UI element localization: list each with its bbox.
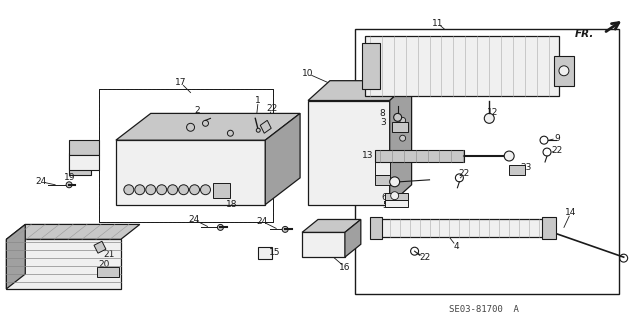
Polygon shape — [69, 153, 91, 168]
Polygon shape — [265, 114, 300, 204]
Circle shape — [200, 185, 211, 195]
Circle shape — [484, 114, 494, 123]
Bar — [99, 89, 273, 222]
Polygon shape — [375, 175, 390, 185]
Text: FR.: FR. — [575, 29, 594, 39]
Text: 4: 4 — [454, 242, 460, 251]
Circle shape — [146, 185, 156, 195]
Text: 14: 14 — [565, 208, 577, 217]
Circle shape — [390, 177, 399, 187]
Polygon shape — [362, 43, 380, 89]
Polygon shape — [116, 114, 300, 140]
Polygon shape — [509, 165, 525, 175]
Text: 10: 10 — [302, 69, 314, 78]
Polygon shape — [554, 56, 574, 85]
Text: 5: 5 — [382, 201, 388, 210]
Text: 17: 17 — [175, 78, 186, 87]
Text: 24: 24 — [188, 215, 199, 224]
Circle shape — [189, 185, 200, 195]
Bar — [312, 126, 386, 132]
Circle shape — [559, 66, 569, 76]
Polygon shape — [69, 155, 99, 170]
Polygon shape — [259, 247, 272, 259]
Text: 22: 22 — [459, 169, 470, 178]
Polygon shape — [97, 267, 119, 277]
Text: 9: 9 — [554, 134, 560, 143]
Polygon shape — [6, 239, 121, 289]
Text: 15: 15 — [269, 248, 281, 257]
Text: 2: 2 — [195, 106, 200, 115]
Text: 1: 1 — [255, 96, 261, 105]
Polygon shape — [390, 81, 412, 204]
Text: 6: 6 — [382, 193, 388, 202]
Text: 19: 19 — [65, 173, 76, 182]
Text: 24: 24 — [36, 177, 47, 186]
Text: 23: 23 — [520, 163, 532, 173]
Circle shape — [124, 185, 134, 195]
Polygon shape — [214, 183, 230, 198]
Circle shape — [187, 123, 195, 131]
Circle shape — [282, 226, 288, 232]
Circle shape — [399, 117, 406, 123]
Polygon shape — [375, 219, 544, 237]
Polygon shape — [375, 150, 465, 162]
Polygon shape — [69, 168, 91, 175]
Text: 11: 11 — [432, 19, 444, 28]
Text: 16: 16 — [339, 263, 351, 271]
Circle shape — [168, 185, 178, 195]
Circle shape — [135, 185, 145, 195]
Polygon shape — [542, 218, 556, 239]
Polygon shape — [260, 120, 271, 133]
Text: 18: 18 — [226, 200, 237, 209]
Bar — [312, 134, 386, 140]
Polygon shape — [385, 200, 408, 207]
Polygon shape — [308, 100, 390, 204]
Text: 20: 20 — [99, 260, 109, 269]
Text: 7: 7 — [384, 174, 390, 183]
Circle shape — [227, 130, 234, 136]
Text: 13: 13 — [362, 151, 374, 160]
Circle shape — [179, 185, 189, 195]
Polygon shape — [308, 81, 412, 100]
Bar — [312, 142, 386, 148]
Circle shape — [66, 182, 72, 188]
Bar — [312, 110, 386, 116]
Text: 12: 12 — [486, 108, 498, 117]
Text: 8: 8 — [380, 109, 386, 118]
Circle shape — [157, 185, 166, 195]
Polygon shape — [375, 155, 390, 175]
Bar — [312, 118, 386, 124]
Circle shape — [218, 225, 223, 230]
Text: 22: 22 — [267, 104, 278, 113]
Polygon shape — [94, 241, 106, 253]
Polygon shape — [370, 218, 381, 239]
Polygon shape — [6, 225, 26, 289]
Polygon shape — [116, 140, 265, 204]
Circle shape — [504, 151, 514, 161]
Polygon shape — [302, 232, 345, 257]
Polygon shape — [385, 193, 408, 200]
Polygon shape — [345, 219, 361, 257]
Polygon shape — [302, 219, 361, 232]
Circle shape — [399, 135, 406, 141]
Polygon shape — [392, 122, 408, 132]
Circle shape — [256, 128, 260, 132]
Text: 24: 24 — [257, 217, 268, 226]
Text: 3: 3 — [380, 118, 386, 127]
Circle shape — [390, 192, 399, 200]
Polygon shape — [69, 140, 99, 155]
Polygon shape — [365, 36, 559, 96]
Circle shape — [394, 114, 402, 121]
Text: 21: 21 — [103, 250, 115, 259]
Text: 22: 22 — [419, 253, 430, 262]
Text: 22: 22 — [551, 145, 563, 155]
Polygon shape — [6, 225, 140, 239]
Text: SE03-81700  A: SE03-81700 A — [449, 305, 519, 314]
